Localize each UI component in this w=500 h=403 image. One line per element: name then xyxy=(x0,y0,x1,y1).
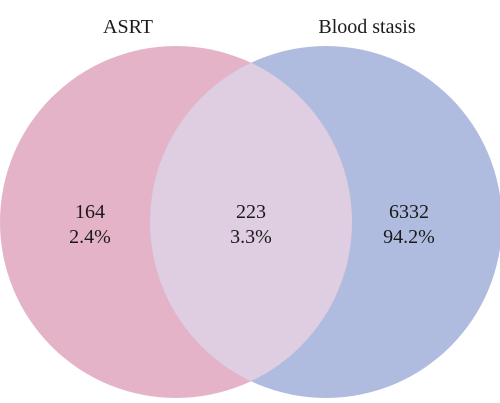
overlap-percent: 3.3% xyxy=(230,226,272,248)
left-only-count: 164 xyxy=(75,201,105,223)
right-only-percent: 94.2% xyxy=(383,226,435,248)
set-label-asrt: ASRT xyxy=(103,16,153,38)
overlap-region xyxy=(150,46,352,398)
set-label-blood-stasis: Blood stasis xyxy=(318,16,415,38)
overlap-count: 223 xyxy=(236,201,266,223)
right-only-count: 6332 xyxy=(389,201,429,223)
left-only-percent: 2.4% xyxy=(69,226,111,248)
